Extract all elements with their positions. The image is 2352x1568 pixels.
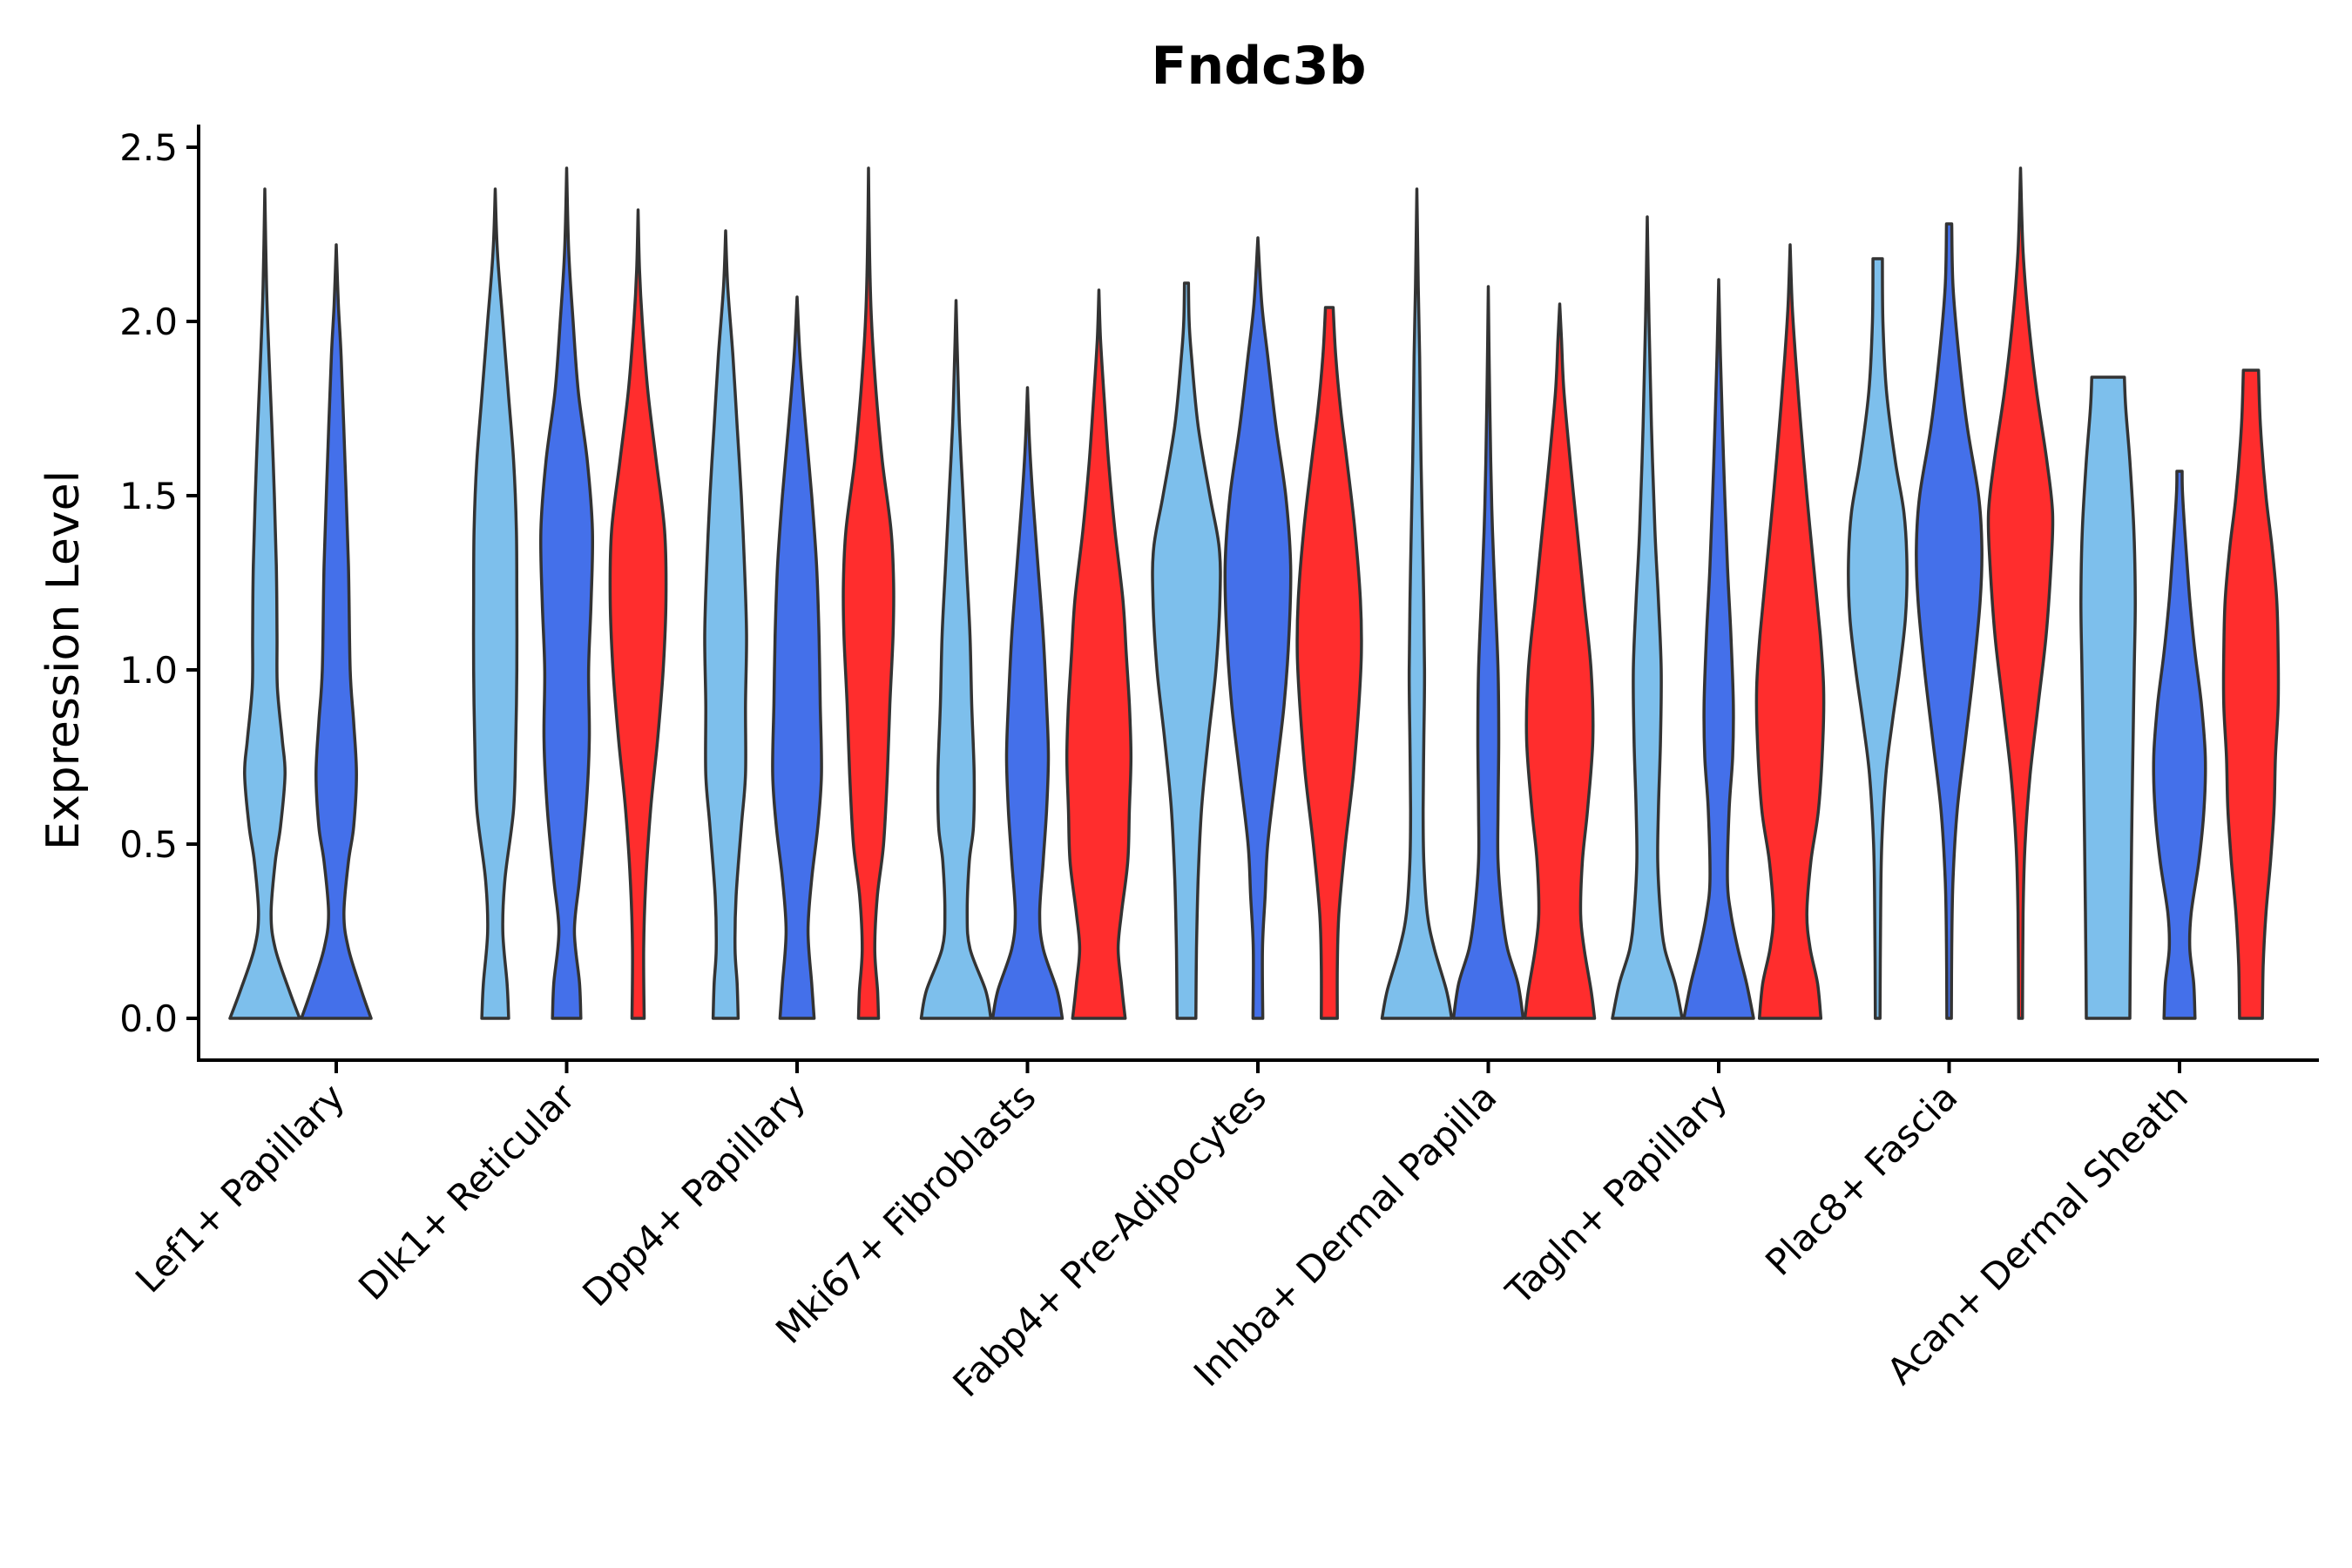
x-tick-label: Dlk1+ Reticular bbox=[350, 1075, 584, 1308]
y-tick-label: 1.5 bbox=[119, 475, 178, 517]
x-tick-label: Plac8+ Fascia bbox=[1757, 1075, 1965, 1283]
violin-group-2 bbox=[1915, 222, 1984, 1020]
violin-group-2 bbox=[1451, 285, 1525, 1020]
y-ticks: 0.0 0.5 1.0 1.5 2.0 2.5 bbox=[119, 126, 199, 1040]
violin-group-1 bbox=[471, 187, 519, 1020]
chart-title: Fndc3b bbox=[1152, 36, 1367, 97]
x-tick-label: Dpp4+ Papillary bbox=[574, 1075, 814, 1315]
violin-group-2 bbox=[538, 166, 595, 1020]
violin-group-3 bbox=[1295, 306, 1363, 1020]
violin-group-1 bbox=[703, 229, 748, 1020]
y-tick-label: 2.5 bbox=[119, 126, 178, 169]
violin-group-3 bbox=[1986, 166, 2055, 1020]
y-tick-label: 1.0 bbox=[119, 649, 178, 692]
violin-group-2 bbox=[771, 295, 823, 1020]
y-tick-label: 0.0 bbox=[119, 997, 178, 1040]
violin-group-2 bbox=[1223, 236, 1293, 1020]
x-tick-label: Tagln+ Papillary bbox=[1497, 1075, 1735, 1313]
x-tick-label: Lef1+ Papillary bbox=[127, 1075, 353, 1301]
x-tick-label: Mki67+ Fibroblasts bbox=[767, 1075, 1044, 1351]
violin-group-2 bbox=[300, 243, 373, 1020]
y-tick-label: 0.5 bbox=[119, 823, 178, 866]
violin-group-3 bbox=[841, 166, 896, 1020]
violin-group-1 bbox=[228, 187, 301, 1020]
violin-group-3 bbox=[2221, 368, 2281, 1020]
violin-group-3 bbox=[1523, 302, 1597, 1020]
violin-group-1 bbox=[1380, 187, 1454, 1020]
violin-group-1 bbox=[1847, 257, 1909, 1020]
violin-group-3 bbox=[1064, 288, 1133, 1020]
violin-group-2 bbox=[990, 386, 1064, 1020]
y-axis-label: Expression Level bbox=[37, 470, 90, 850]
violin-group-1 bbox=[919, 299, 993, 1020]
violin-group-1 bbox=[1611, 215, 1684, 1020]
violin-group-1 bbox=[2079, 375, 2137, 1020]
violin-group-3 bbox=[608, 208, 668, 1020]
violin-group-1 bbox=[1151, 281, 1222, 1020]
violin-layer bbox=[228, 166, 2281, 1020]
violin-group-2 bbox=[2152, 470, 2207, 1020]
violin-group-3 bbox=[1754, 243, 1826, 1020]
y-tick-label: 2.0 bbox=[119, 301, 178, 343]
violin-group-2 bbox=[1682, 278, 1755, 1020]
